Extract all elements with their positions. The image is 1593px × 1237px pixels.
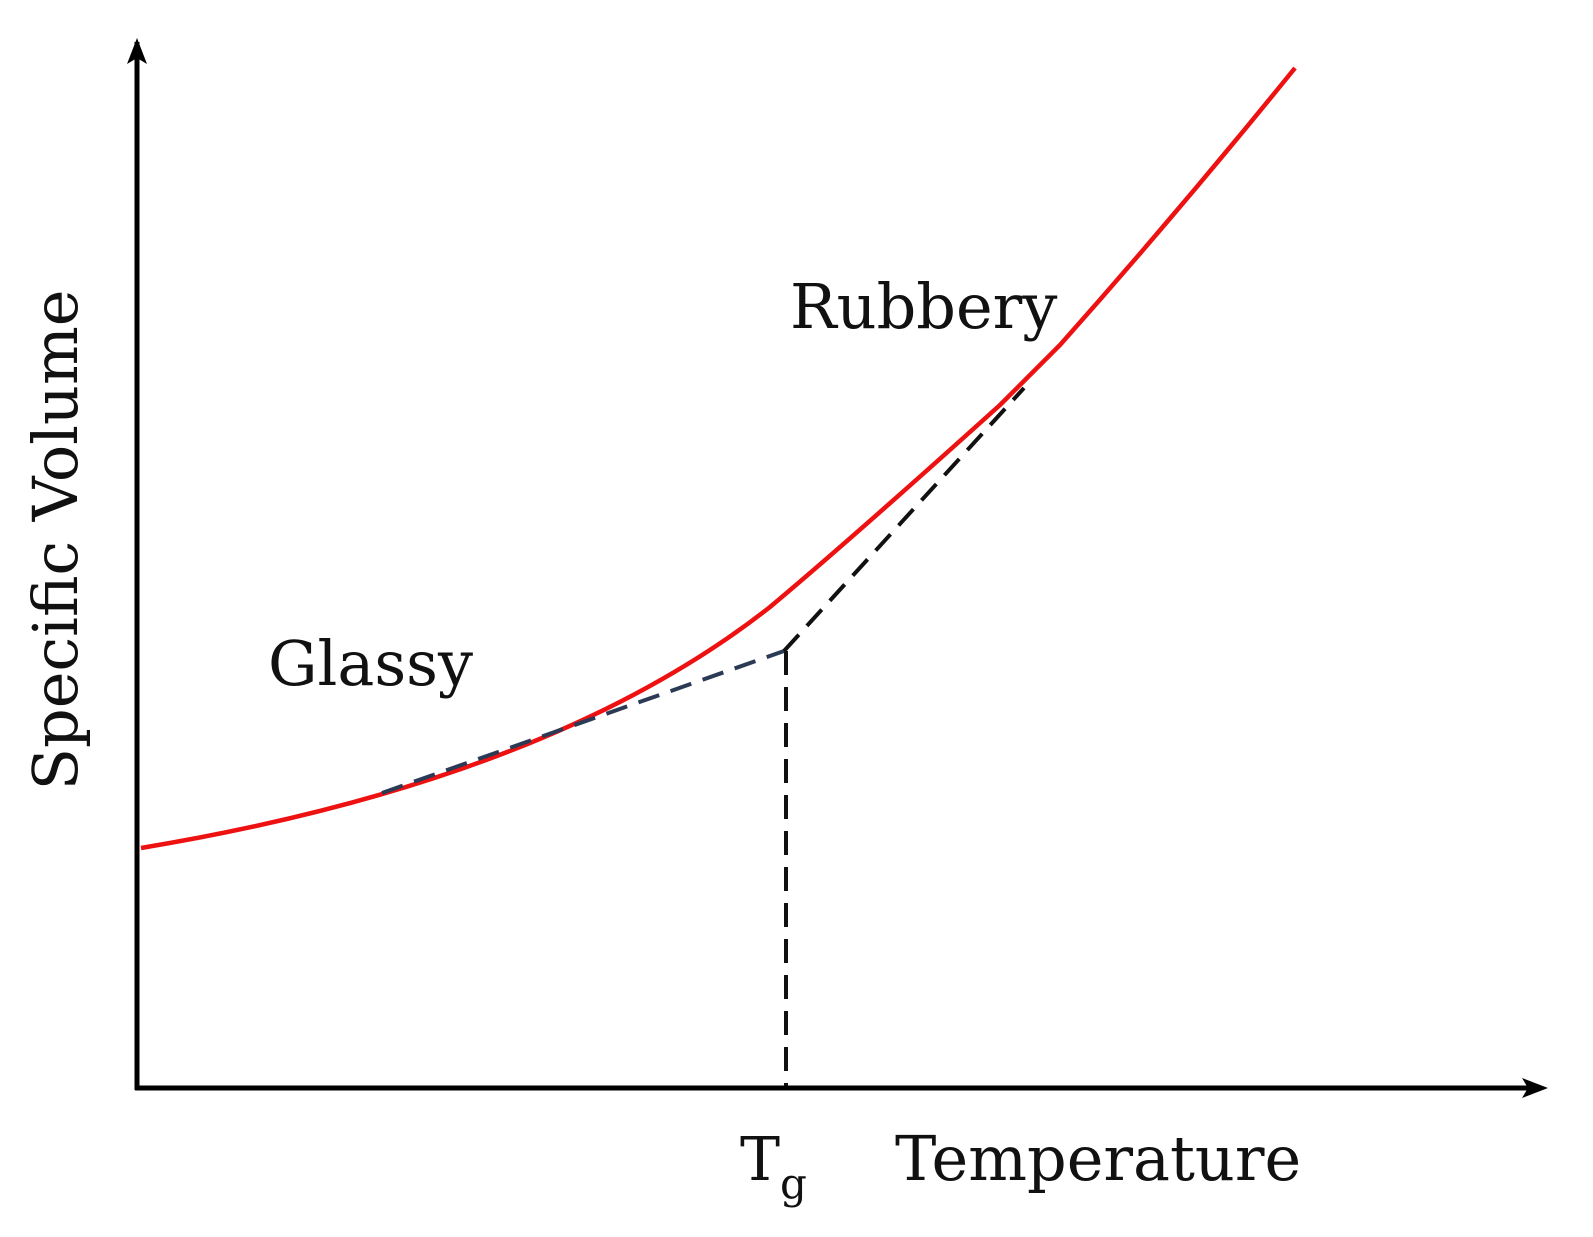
y-axis-arrowhead <box>127 38 147 64</box>
x-axis-arrowhead <box>1522 1078 1548 1098</box>
tg-label-subscript: g <box>780 1159 807 1208</box>
y-axis-label: Specific Volume <box>19 290 92 791</box>
tg-label: Tg <box>740 1125 807 1208</box>
tg-label-main: T <box>740 1125 780 1195</box>
glassy-tangent-line <box>381 649 785 795</box>
rubbery-label: Rubbery <box>790 270 1057 343</box>
x-axis-label: Temperature <box>895 1122 1301 1195</box>
glassy-label: Glassy <box>268 627 473 700</box>
rubbery-tangent-line <box>782 386 1026 653</box>
specific-volume-curve <box>140 66 1297 851</box>
